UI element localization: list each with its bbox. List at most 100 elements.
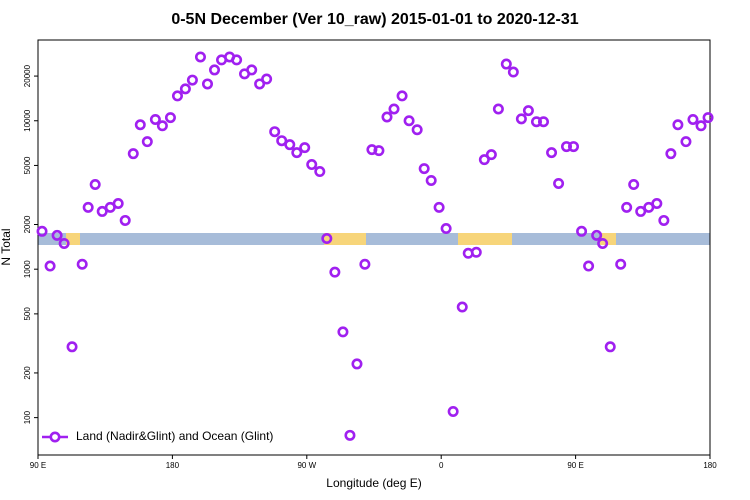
point [658,214,670,226]
point [82,201,94,213]
ocean-strip [38,233,710,245]
point [112,198,124,210]
point [546,147,558,159]
point [522,105,534,117]
x-tick-label: 90 E [30,461,46,470]
point [425,174,437,186]
point [254,78,266,90]
y-tick-label: 2000 [23,215,32,233]
point [246,64,258,76]
point [291,147,303,159]
point [492,103,504,115]
point [231,54,243,66]
point [186,74,198,86]
y-tick-label: 1000 [23,260,32,278]
point [411,124,423,136]
point [396,90,408,102]
point [604,341,616,353]
series [36,51,714,441]
legend-symbol [49,431,61,443]
point [702,112,714,124]
point [635,205,647,217]
point [149,113,161,125]
point [119,214,131,226]
y-tick-label: 500 [23,307,32,321]
y-tick-label: 200 [23,366,32,380]
x-tick-label: 90 W [297,461,316,470]
point [171,90,183,102]
point [447,405,459,417]
legend-label: Land (Nadir&Glint) and Ocean (Glint) [76,429,273,443]
point [553,177,565,189]
chart-title: 0-5N December (Ver 10_raw) 2015-01-01 to… [171,11,578,28]
point [76,258,88,270]
point [478,154,490,166]
point [127,148,139,160]
x-axis-label: Longitude (deg E) [326,476,421,490]
point [36,225,48,237]
point [583,260,595,272]
point [418,163,430,175]
x-tick-label: 0 [439,461,444,470]
land-patch [600,233,616,245]
x-tick-label: 180 [166,461,180,470]
y-tick-label: 100 [23,410,32,424]
point [530,116,542,128]
y-axis-label: N Total [0,228,13,265]
point [329,266,341,278]
point [44,260,56,272]
point [591,229,603,241]
point [179,83,191,95]
y-tick-label: 20000 [23,64,32,87]
point [456,301,468,313]
point [665,148,677,160]
point [344,429,356,441]
plot-frame [37,39,711,456]
point [51,229,63,241]
point [321,232,333,244]
point [695,120,707,132]
land-patch [66,233,80,245]
point [351,358,363,370]
point [568,141,580,153]
point [359,258,371,270]
point [337,326,349,338]
x-tick-label: 180 [703,461,717,470]
point [433,201,445,213]
point [284,139,296,151]
point [89,179,101,191]
land-patch [458,233,512,245]
point [515,113,527,125]
land-ocean-band [38,233,710,245]
y-tick-label: 5000 [23,156,32,174]
point [141,136,153,148]
point [299,142,311,154]
point [687,113,699,125]
point [261,73,273,85]
point [621,201,633,213]
point [388,103,400,115]
point [276,135,288,147]
point [201,78,213,90]
point [96,205,108,217]
point [576,225,588,237]
point [164,112,176,124]
point [381,111,393,123]
point [651,198,663,210]
point [306,159,318,171]
y-tick-label: 10000 [23,109,32,132]
point [628,179,640,191]
point [66,341,78,353]
point [537,116,549,128]
point [485,149,497,161]
point [507,66,519,78]
point [314,166,326,178]
point [470,246,482,258]
point [680,136,692,148]
point [58,237,70,249]
point [156,120,168,132]
x-tick-label: 90 E [567,461,583,470]
land-patch [324,233,366,245]
